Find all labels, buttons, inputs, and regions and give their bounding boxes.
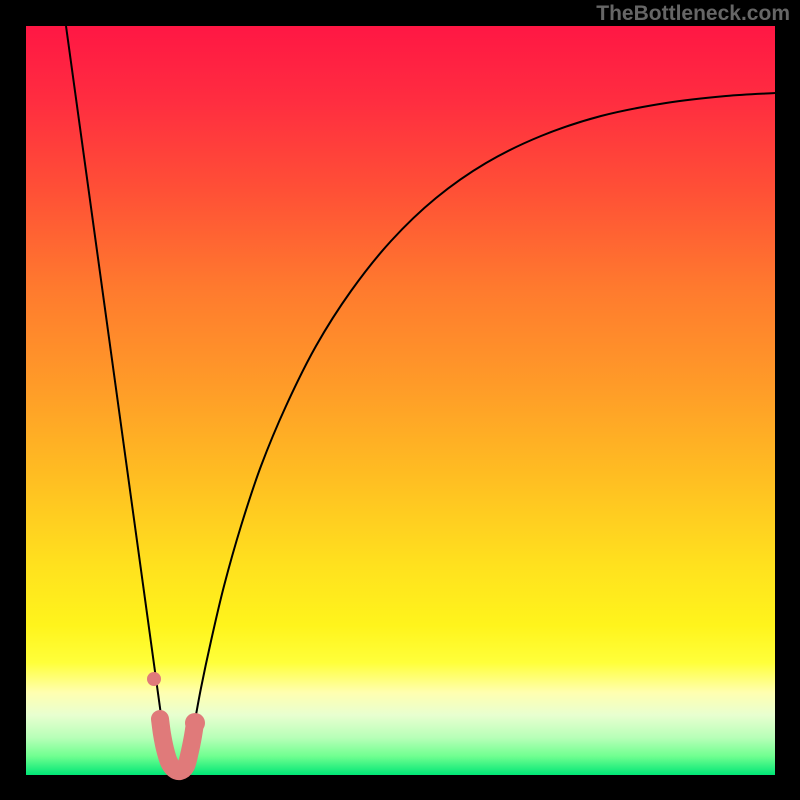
marker-dot-0 bbox=[147, 672, 161, 686]
bottleneck-curve-right bbox=[185, 93, 775, 773]
marker-dot-1 bbox=[152, 711, 168, 727]
chart-curves-layer bbox=[26, 26, 775, 775]
optimal-range-marker bbox=[147, 672, 205, 771]
watermark-text: TheBottleneck.com bbox=[596, 2, 790, 26]
bottleneck-curve-left bbox=[66, 26, 169, 773]
marker-u-endcap bbox=[185, 713, 205, 733]
chart-plot-area bbox=[26, 26, 775, 775]
